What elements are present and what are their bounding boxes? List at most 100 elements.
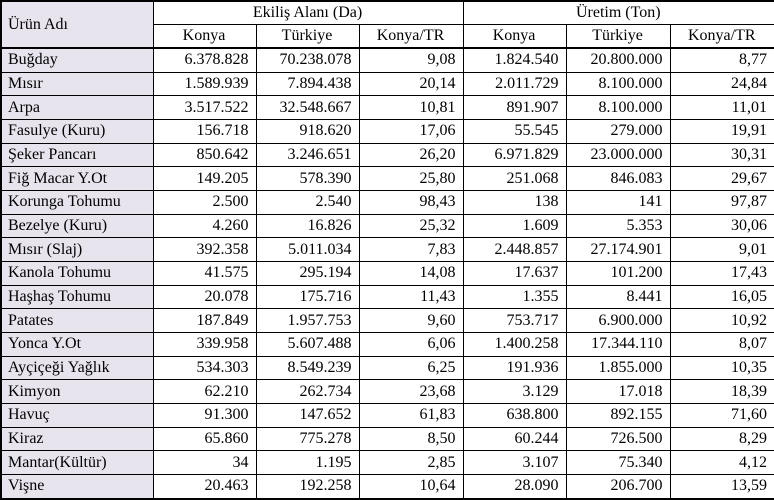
subheader-row: Konya Türkiye Konya/TR Konya Türkiye Kon… xyxy=(1,23,774,49)
value-cell: 339.958 xyxy=(152,332,257,357)
value-cell: 17.344.110 xyxy=(565,332,671,357)
table-row: Korunga Tohumu 2.500 2.540 98,43 138 141 97,87 xyxy=(0,190,774,215)
value-cell: 60.244 xyxy=(462,426,567,452)
value-cell: 65.860 xyxy=(152,426,257,452)
value-cell: 753.717 xyxy=(462,308,567,333)
value-cell: 1.824.540 xyxy=(462,47,567,73)
table-row: Kiraz 65.860 775.278 8,50 60.244 726.500 8,29 xyxy=(0,426,774,452)
value-cell: 34 xyxy=(152,450,257,475)
table-row: Kimyon 62.210 262.734 23,68 3.129 17.018 18,39 xyxy=(0,379,774,404)
value-cell: 19,91 xyxy=(669,119,774,144)
value-cell: 5.353 xyxy=(565,213,671,239)
value-cell: 2.500 xyxy=(152,190,257,215)
column-group-uretim: Üretim (Ton) xyxy=(462,0,774,25)
product-name-cell: Yonca Y.Ot xyxy=(0,332,154,357)
value-cell: 251.068 xyxy=(462,166,567,192)
value-cell: 30,06 xyxy=(669,213,774,239)
product-name-cell: Şeker Pancarı xyxy=(0,142,154,168)
value-cell: 206.700 xyxy=(565,473,671,500)
value-cell: 70.238.078 xyxy=(255,47,360,73)
value-cell: 26,20 xyxy=(358,142,464,168)
value-cell: 138 xyxy=(462,190,567,215)
value-cell: 891.907 xyxy=(462,95,567,121)
table-row: Mantar(Kültür) 34 1.195 2,85 3.107 75.340 4,12 xyxy=(0,450,774,475)
value-cell: 6,06 xyxy=(358,332,464,357)
value-cell: 5.607.488 xyxy=(255,332,360,357)
table-body: Buğday 6.378.828 70.238.078 9,08 1.824.540 20… xyxy=(0,47,774,500)
value-cell: 10,64 xyxy=(358,473,464,500)
value-cell: 41.575 xyxy=(152,261,257,286)
value-cell: 17,43 xyxy=(669,261,774,286)
table-row: Patates 187.849 1.957.753 9,60 753.717 6.900.… xyxy=(0,308,774,333)
value-cell: 846.083 xyxy=(565,166,671,192)
table-row: Havuç 91.300 147.652 61,83 638.800 892.155 71,… xyxy=(0,402,774,428)
value-cell: 10,81 xyxy=(358,95,464,121)
table-row: Kanola Tohumu 41.575 295.194 14,08 17.637 101… xyxy=(0,261,774,286)
value-cell: 20.078 xyxy=(152,284,257,310)
value-cell: 20.800.000 xyxy=(565,47,671,73)
table-row: Haşhaş Tohumu 20.078 175.716 11,43 1.355 8.44… xyxy=(0,284,774,310)
product-name-cell: Fasulye (Kuru) xyxy=(0,119,154,144)
product-name-cell: Mısır xyxy=(0,71,154,97)
value-cell: 1.195 xyxy=(255,450,360,475)
value-cell: 25,80 xyxy=(358,166,464,192)
product-name-cell: Ayçiçeği Yağlık xyxy=(0,355,154,381)
value-cell: 23,68 xyxy=(358,379,464,404)
value-cell: 141 xyxy=(565,190,671,215)
value-cell: 61,83 xyxy=(358,402,464,428)
product-name-cell: Buğday xyxy=(0,47,154,73)
value-cell: 3.517.522 xyxy=(152,95,257,121)
table-row: Arpa 3.517.522 32.548.667 10,81 891.907 8.100… xyxy=(0,95,774,121)
value-cell: 9,60 xyxy=(358,308,464,333)
value-cell: 8.100.000 xyxy=(565,95,671,121)
group-header-row: Ürün Adı Ekiliş Alanı (Da) Üretim (Ton) xyxy=(0,0,774,49)
value-cell: 18,39 xyxy=(669,379,774,404)
product-name-cell: Kanola Tohumu xyxy=(0,261,154,286)
value-cell: 3.246.651 xyxy=(255,142,360,168)
value-cell: 75.340 xyxy=(565,450,671,475)
product-name-cell: Kimyon xyxy=(0,379,154,404)
value-cell: 1.609 xyxy=(462,213,567,239)
table-row: Buğday 6.378.828 70.238.078 9,08 1.824.540 20… xyxy=(0,47,774,73)
value-cell: 9,08 xyxy=(358,47,464,73)
product-name-cell: Patates xyxy=(0,308,154,333)
value-cell: 17.018 xyxy=(565,379,671,404)
value-cell: 16,05 xyxy=(669,284,774,310)
table-row: Ayçiçeği Yağlık 534.303 8.549.239 6,25 191.9… xyxy=(0,355,774,381)
value-cell: 392.358 xyxy=(152,237,257,263)
value-cell: 2.011.729 xyxy=(462,71,567,97)
value-cell: 17,06 xyxy=(358,119,464,144)
table-row: Bezelye (Kuru) 4.260 16.826 25,32 1.609 5.353… xyxy=(0,213,774,239)
value-cell: 1.957.753 xyxy=(255,308,360,333)
table-row: Vişne 20.463 192.258 10,64 28.090 206.700 13,5… xyxy=(0,473,774,500)
value-cell: 91.300 xyxy=(152,402,257,428)
column-header-ekilis-konya-tr: Konya/TR xyxy=(358,23,464,49)
table-row: Fiğ Macar Y.Ot 149.205 578.390 25,80 251.068… xyxy=(0,166,774,192)
value-cell: 534.303 xyxy=(152,355,257,381)
table-row: Şeker Pancarı 850.642 3.246.651 26,20 6.971.… xyxy=(0,142,774,168)
value-cell: 726.500 xyxy=(565,426,671,452)
table-row: Mısır (Slaj) 392.358 5.011.034 7,83 2.448.85… xyxy=(0,237,774,263)
product-name-cell: Haşhaş Tohumu xyxy=(0,284,154,310)
value-cell: 11,43 xyxy=(358,284,464,310)
value-cell: 2.540 xyxy=(255,190,360,215)
value-cell: 3.107 xyxy=(462,450,567,475)
value-cell: 1.589.939 xyxy=(152,71,257,97)
value-cell: 13,59 xyxy=(669,473,774,500)
value-cell: 5.011.034 xyxy=(255,237,360,263)
value-cell: 25,32 xyxy=(358,213,464,239)
value-cell: 147.652 xyxy=(255,402,360,428)
value-cell: 262.734 xyxy=(255,379,360,404)
value-cell: 9,01 xyxy=(669,237,774,263)
value-cell: 55.545 xyxy=(462,119,567,144)
value-cell: 101.200 xyxy=(565,261,671,286)
value-cell: 918.620 xyxy=(255,119,360,144)
column-header-product: Ürün Adı xyxy=(0,0,154,49)
value-cell: 8,29 xyxy=(669,426,774,452)
value-cell: 8.441 xyxy=(565,284,671,310)
table-row: Mısır 1.589.939 7.894.438 20,14 2.011.729 8.1… xyxy=(0,71,774,97)
value-cell: 6.378.828 xyxy=(152,47,257,73)
value-cell: 1.400.258 xyxy=(462,332,567,357)
value-cell: 1.855.000 xyxy=(565,355,671,381)
value-cell: 98,43 xyxy=(358,190,464,215)
